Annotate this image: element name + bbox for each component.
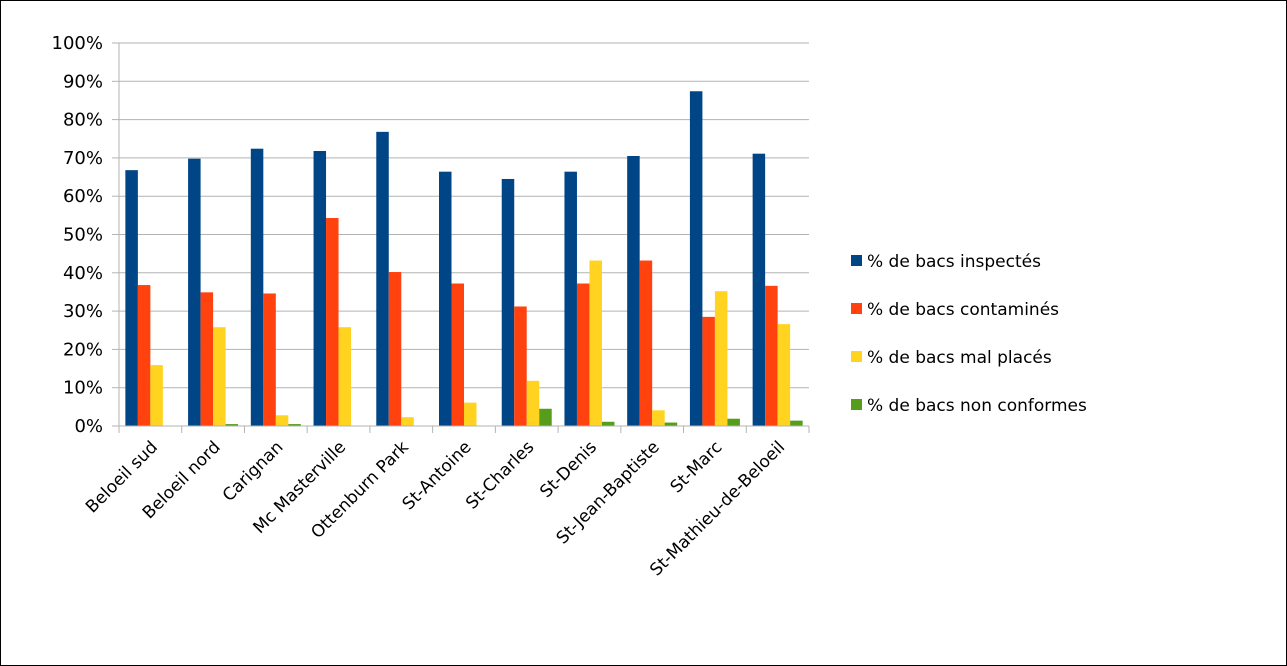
bar (777, 324, 791, 426)
bar (225, 424, 239, 426)
bar (765, 285, 778, 426)
bar (501, 178, 515, 426)
bar (526, 380, 540, 426)
legend-label: % de bacs contaminés (867, 300, 1059, 320)
bar (752, 153, 766, 426)
bar (275, 415, 289, 426)
legend-swatch (851, 351, 862, 362)
bar (652, 410, 665, 426)
bar (564, 171, 577, 426)
bar (125, 170, 138, 426)
bar (200, 292, 214, 426)
bar (263, 293, 276, 426)
bar (451, 283, 464, 426)
x-tick-label: St-Marc (667, 437, 727, 497)
y-tick-label: 20% (63, 339, 103, 360)
bar (589, 260, 602, 426)
y-tick-label: 0% (74, 416, 103, 437)
legend: % de bacs inspectés % de bacs contaminés%… (851, 252, 1087, 416)
bar (689, 91, 703, 427)
bar (376, 131, 389, 426)
bar (313, 151, 327, 427)
y-tick-label: 40% (63, 263, 103, 284)
x-tick-label: St-Charles (462, 437, 538, 513)
bar (338, 327, 352, 426)
bar (514, 306, 527, 426)
bar (714, 291, 728, 426)
bar (150, 365, 163, 426)
bar (702, 316, 715, 426)
gridlines (119, 42, 809, 427)
bar (539, 408, 552, 426)
bar (639, 260, 653, 426)
bars (125, 91, 803, 427)
y-tick-label: 70% (63, 148, 103, 169)
y-tick-label: 30% (63, 301, 103, 322)
bar (213, 327, 226, 426)
y-tick-label: 100% (52, 33, 103, 54)
legend-label: % de bacs mal placés (867, 348, 1052, 368)
bar (250, 148, 264, 426)
y-tick-label: 60% (63, 186, 103, 207)
bar (439, 171, 452, 426)
x-tick-label: St-Denis (536, 437, 601, 502)
y-tick-label: 90% (63, 71, 103, 92)
bar (464, 402, 477, 426)
bar (576, 283, 590, 426)
bar (137, 285, 151, 426)
bar (727, 418, 740, 426)
bar (388, 272, 402, 426)
legend-swatch (851, 303, 862, 314)
y-tick-label: 50% (63, 225, 103, 246)
y-tick-label: 10% (63, 378, 103, 399)
bar (401, 417, 414, 426)
bar (188, 158, 201, 426)
bar (601, 421, 615, 426)
legend-swatch (851, 255, 862, 266)
legend-label: % de bacs non conformes (867, 396, 1087, 416)
bar (664, 422, 678, 426)
y-axis: 0% 10% 20% 30% 40% 50% 60% 70% 80% 90% 100% (52, 33, 120, 437)
bar (326, 218, 339, 426)
bar (288, 424, 301, 426)
legend-swatch (851, 399, 862, 410)
y-tick-label: 80% (63, 110, 103, 131)
bar (790, 420, 803, 426)
x-tick-label: St-Antoine (399, 437, 476, 514)
legend-label: % de bacs inspectés (867, 252, 1041, 272)
bar (627, 155, 640, 427)
